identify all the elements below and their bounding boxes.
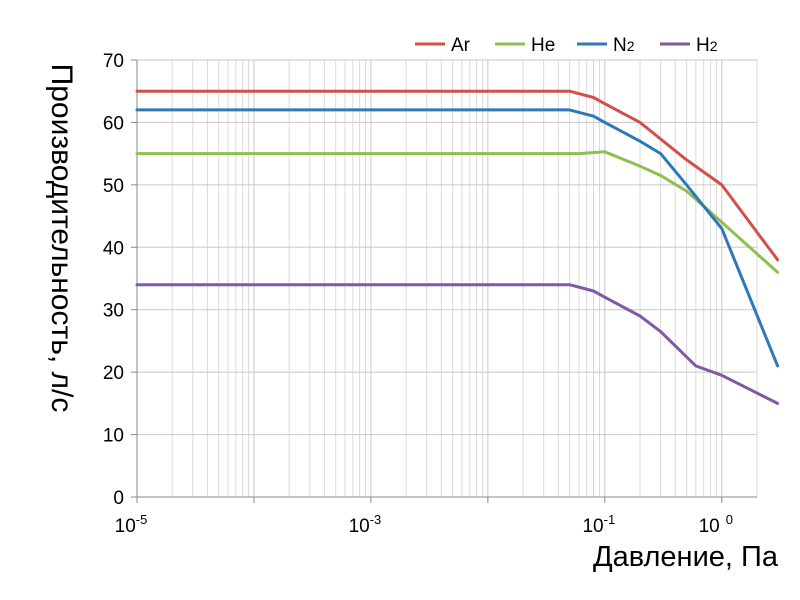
series-line-he <box>135 150 780 274</box>
legend-label-he: He <box>531 35 555 56</box>
x-tick-label: 10-1 <box>582 512 615 537</box>
y-tick-labels: 0 10 20 30 40 50 60 70 <box>103 51 124 509</box>
y-tick-label: 70 <box>103 51 124 72</box>
series-line-ar <box>135 89 780 262</box>
legend: Ar He N2 H2 <box>415 35 718 56</box>
series-line-n2 <box>135 108 780 368</box>
series-lines <box>135 89 780 405</box>
y-tick-label: 50 <box>103 176 124 197</box>
x-tick-labels: 10-5 10-3 10-1 10 0 <box>115 512 733 537</box>
major-gridlines <box>136 59 757 497</box>
legend-label-n2: N2 <box>613 35 635 56</box>
x-tick-label: 10 0 <box>699 512 733 537</box>
y-tick-label: 30 <box>103 301 124 322</box>
legend-label-h2: H2 <box>696 35 718 56</box>
series-line-h2 <box>135 283 780 405</box>
y-axis-label: Производительность, л/с <box>45 64 78 413</box>
legend-label-ar: Ar <box>451 35 471 56</box>
y-tick-label: 60 <box>103 113 124 134</box>
x-tick-label: 10-3 <box>349 512 382 537</box>
minor-gridlines <box>171 60 758 497</box>
y-tick-label: 0 <box>113 488 124 509</box>
y-tick-label: 10 <box>103 426 124 447</box>
x-axis-label: Давление, Па <box>593 541 779 573</box>
axes <box>131 59 757 503</box>
x-tick-label: 10-5 <box>115 512 148 537</box>
y-tick-label: 40 <box>103 238 124 259</box>
y-tick-label: 20 <box>103 363 124 384</box>
